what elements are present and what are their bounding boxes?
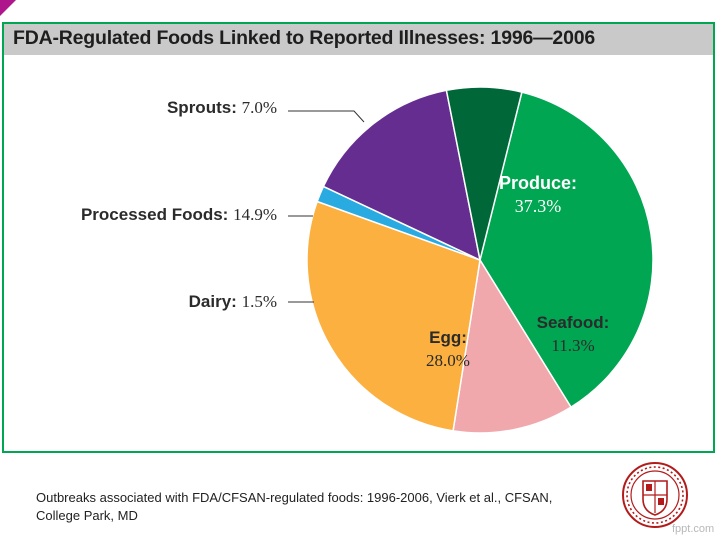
title-bar: FDA-Regulated Foods Linked to Reported I… [4, 24, 713, 55]
slice-name-produce: Produce: [499, 173, 577, 193]
watermark-text: fppt.com [672, 523, 715, 535]
slice-value-dairy: 1.5% [242, 292, 277, 311]
slice-name-sprouts: Sprouts: [167, 98, 242, 117]
slice-value-seafood: 11.3% [551, 336, 594, 355]
pie-slice-processed [322, 89, 481, 261]
pie-slice-sprouts [445, 86, 523, 261]
slice-name-dairy: Dairy: [189, 292, 242, 311]
slice-name-egg: Egg: [429, 328, 467, 347]
slice-label-seafood: Seafood: 11.3% [537, 313, 610, 355]
pie-slice-produce [479, 91, 654, 408]
slice-name-seafood: Seafood: [537, 313, 610, 332]
pie-slice-seafood [452, 259, 572, 434]
slice-value-sprouts: 7.0% [242, 98, 277, 117]
leader-line-sprouts [288, 110, 365, 123]
slice-label-processed: Processed Foods: 14.9% [81, 205, 277, 224]
slice-label-sprouts: Sprouts: 7.0% [167, 98, 277, 117]
university-seal-logo [622, 462, 688, 528]
slice-value-produce: 37.3% [515, 196, 562, 216]
source-citation: Outbreaks associated with FDA/CFSAN-regu… [36, 490, 553, 523]
slice-value-processed: 14.9% [233, 205, 277, 224]
slice-label-dairy: Dairy: 1.5% [189, 292, 277, 311]
slice-label-produce: Produce: 37.3% [499, 173, 577, 216]
slice-name-processed: Processed Foods: [81, 205, 233, 224]
chart-title: FDA-Regulated Foods Linked to Reported I… [13, 27, 596, 49]
slice-label-egg: Egg: 28.0% [426, 328, 470, 370]
slice-value-egg: 28.0% [426, 351, 470, 370]
corner-decoration [0, 0, 16, 16]
pie-slice-egg [306, 200, 481, 432]
